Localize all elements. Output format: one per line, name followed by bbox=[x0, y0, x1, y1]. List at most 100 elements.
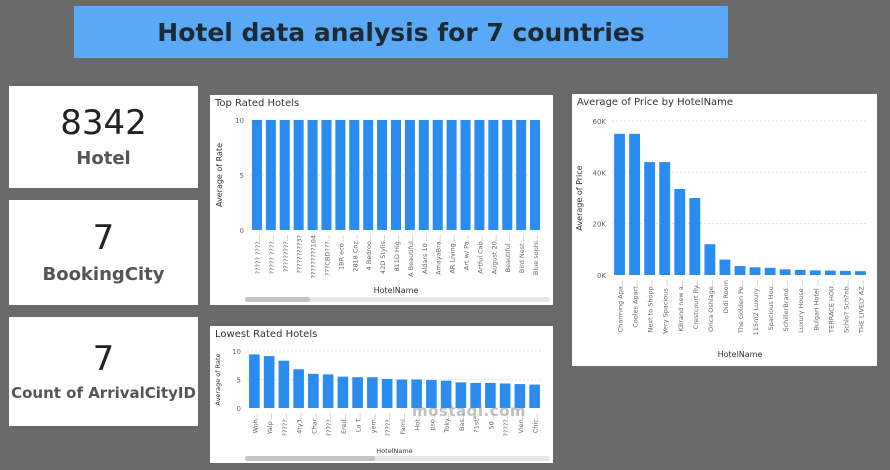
x-tick-label: THE LIVELY AZ... bbox=[857, 280, 865, 334]
bar bbox=[335, 120, 346, 230]
x-tick-label: Crestcourt Ry... bbox=[692, 280, 700, 329]
x-tick-label: Artful Cab... bbox=[476, 235, 484, 274]
x-tick-label: Very Spacious ... bbox=[662, 280, 670, 334]
x-tick-label: Bas... bbox=[458, 413, 466, 431]
scrollbar-thumb[interactable] bbox=[245, 297, 310, 302]
bar bbox=[455, 382, 467, 408]
x-tick-label: 4 Bedroo... bbox=[365, 235, 373, 270]
bar bbox=[396, 379, 408, 408]
x-tick-label: Hot... bbox=[414, 413, 422, 431]
bar bbox=[529, 384, 540, 408]
x-tick-label: Cooles Apart... bbox=[632, 280, 640, 328]
lowest-rated-hotels-chart[interactable]: Lowest Rated Hotels 0 5 10 Woh... Yalp ...??… bbox=[210, 326, 553, 463]
y-tick-label: 20K bbox=[593, 221, 607, 229]
bar bbox=[530, 120, 541, 230]
bar bbox=[390, 120, 402, 230]
x-tick-label: 1BR eco ... bbox=[337, 235, 345, 270]
x-tick-label: August 20... bbox=[490, 235, 498, 274]
x-tick-label: La T... bbox=[355, 413, 363, 432]
horizontal-scrollbar[interactable] bbox=[245, 456, 550, 461]
x-tick-label: 115m2 Luxury ... bbox=[752, 280, 760, 335]
dashboard-title: Hotel data analysis for 7 countries bbox=[157, 17, 645, 47]
x-tick-label: 4ty3... bbox=[296, 413, 304, 434]
x-tick-label: Charming Apa... bbox=[617, 280, 625, 332]
x-tick-label: Ered... bbox=[340, 413, 348, 434]
x-tick-label: Spacious Hou... bbox=[767, 280, 775, 330]
x-tick-label: Toky... bbox=[443, 413, 451, 434]
y-axis-label: Average of Rate bbox=[215, 143, 224, 207]
lowest-rated-hotels-plot: 0 5 10 Woh... Yalp ...?????... 4ty3... Char...… bbox=[214, 348, 542, 455]
bar bbox=[779, 269, 791, 275]
bar bbox=[321, 120, 332, 230]
top-rated-hotels-plot: 0 5 10 ????? ????... ????? ????...?????????.… bbox=[215, 117, 542, 295]
x-tick-label: 2818 Coz... bbox=[351, 235, 359, 272]
bar bbox=[404, 120, 415, 230]
y-tick-label: 0 bbox=[237, 405, 241, 413]
x-tick-label: ?1st... bbox=[473, 413, 481, 433]
average-price-chart[interactable]: Average of Price by HotelName 0K 20K 40K 60… bbox=[572, 94, 877, 366]
bar bbox=[502, 120, 513, 230]
arrival-city-value: 7 bbox=[92, 338, 115, 379]
bar bbox=[659, 162, 671, 275]
bar bbox=[446, 120, 457, 230]
bar bbox=[293, 120, 304, 230]
x-tick-label: ?????... bbox=[502, 413, 510, 436]
y-tick-label: 5 bbox=[237, 377, 241, 385]
x-tick-label: Orica Oshlage... bbox=[707, 280, 715, 332]
x-tick-label: Chic... bbox=[532, 413, 540, 433]
average-price-plot: 0K 20K 40K 60K Charming Apa... Cooles Apart..… bbox=[575, 118, 868, 359]
x-tick-label: ?????... bbox=[325, 413, 333, 436]
y-tick-label: 0 bbox=[240, 227, 244, 235]
y-tick-label: 10 bbox=[232, 348, 241, 356]
chart-title: Lowest Rated Hotels bbox=[215, 329, 318, 340]
x-tick-label: ?????????... bbox=[282, 235, 290, 272]
hotel-count-value: 8342 bbox=[60, 102, 147, 143]
x-axis-label: HotelName bbox=[374, 286, 419, 295]
x-tick-label: yem... bbox=[369, 413, 377, 433]
y-tick-label: 10 bbox=[235, 117, 244, 125]
arrival-city-label: Count of ArrivalCityID bbox=[11, 384, 196, 403]
top-rated-hotels-chart[interactable]: Top Rated Hotels 0 5 10 ????? ????... ????? … bbox=[210, 95, 553, 305]
x-tick-label: ?????... bbox=[384, 413, 392, 436]
x-tick-label: Vien... bbox=[517, 413, 525, 433]
bar bbox=[251, 120, 262, 230]
bar bbox=[418, 120, 429, 230]
x-tick-label: ????? ????... bbox=[268, 235, 276, 274]
x-tick-label: AmayaBra... bbox=[435, 235, 443, 275]
booking-city-card[interactable]: 7 BookingCity bbox=[9, 200, 198, 305]
x-tick-label: Blue sophi... bbox=[532, 235, 540, 275]
bar bbox=[470, 382, 481, 408]
x-tick-label: ????? ????... bbox=[254, 235, 262, 274]
bar bbox=[337, 376, 349, 408]
bar bbox=[279, 120, 290, 230]
y-tick-label: 60K bbox=[593, 118, 607, 126]
bar bbox=[485, 382, 496, 408]
x-tick-label: ?????????3? bbox=[296, 235, 304, 274]
arrival-city-card[interactable]: 7 Count of ArrivalCityID bbox=[9, 317, 198, 426]
bar bbox=[440, 380, 452, 408]
y-axis-label: Average of Rate bbox=[214, 354, 222, 406]
bar bbox=[499, 383, 511, 408]
hotel-count-label: Hotel bbox=[76, 148, 131, 170]
x-tick-label: AR Living ... bbox=[449, 235, 457, 274]
bar bbox=[263, 356, 275, 408]
hotel-count-card[interactable]: 8342 Hotel bbox=[9, 86, 198, 188]
bar bbox=[719, 259, 731, 275]
chart-title: Average of Price by HotelName bbox=[577, 97, 734, 108]
bar bbox=[432, 120, 443, 230]
watermark: mostaql.com bbox=[412, 402, 527, 420]
scrollbar-thumb[interactable] bbox=[245, 456, 375, 461]
x-tick-label: Didi Room bbox=[722, 280, 730, 313]
bar bbox=[824, 270, 836, 275]
bar bbox=[381, 378, 393, 408]
x-tick-label: Art w/ Pa... bbox=[463, 235, 471, 270]
x-tick-label: Next to Shopp... bbox=[647, 280, 655, 332]
bar bbox=[855, 271, 866, 275]
bar bbox=[367, 377, 378, 408]
bar bbox=[614, 133, 625, 275]
bar bbox=[352, 377, 363, 408]
bar bbox=[734, 266, 746, 275]
x-tick-label: ?????... bbox=[281, 413, 289, 436]
x-tick-label: SchillerBrand ... bbox=[782, 280, 790, 332]
horizontal-scrollbar[interactable] bbox=[245, 297, 550, 302]
